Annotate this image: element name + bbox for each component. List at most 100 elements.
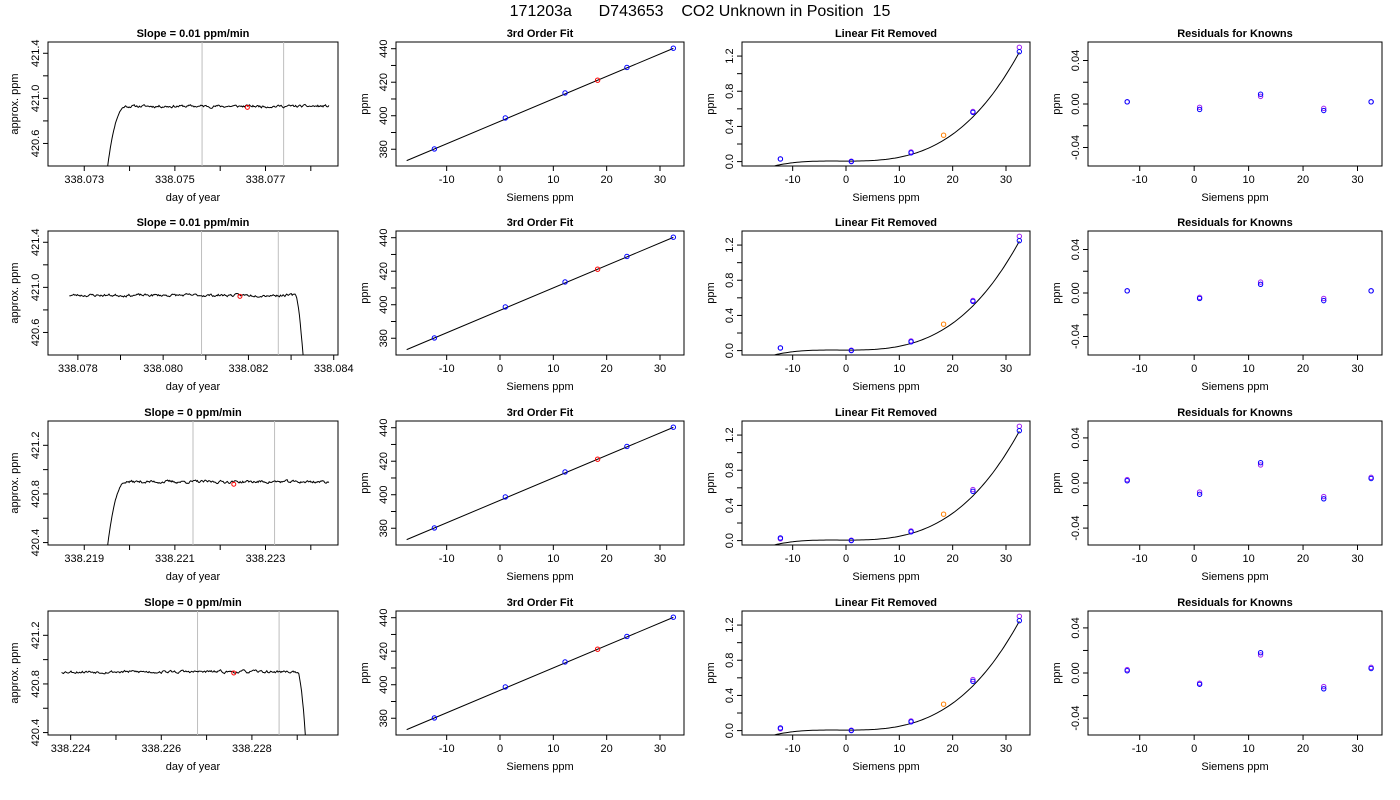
- panel-title: Slope = 0.01 ppm/min: [137, 28, 250, 40]
- y-tick-label: 420.8: [30, 480, 42, 508]
- x-tick-label: 10: [1242, 363, 1254, 375]
- panel-title: Slope = 0 ppm/min: [144, 597, 242, 609]
- x-tick-label: 338.221: [155, 553, 195, 565]
- x-tick-label: -10: [439, 174, 455, 186]
- x-tick-label: 10: [893, 743, 905, 755]
- known-point: [1257, 281, 1264, 287]
- panel-title: 3rd Order Fit: [507, 217, 574, 229]
- x-tick-label: 20: [947, 743, 959, 755]
- known-point: [970, 488, 976, 495]
- known-point: [1016, 427, 1023, 434]
- x-tick-label: -10: [785, 553, 801, 565]
- known-point: [1016, 48, 1023, 55]
- known-point: [670, 424, 677, 430]
- panel-r3-c3: Linear Fit Removed -10 0 10 20 30 0.0 0.4 0.8 1.2…: [705, 407, 1031, 583]
- x-tick-label: 20: [601, 174, 613, 186]
- plot-frame: [1087, 610, 1383, 736]
- x-tick-label: 338.080: [143, 363, 183, 375]
- y-tick-label: 0.8: [724, 653, 736, 668]
- y-axis-label: ppm: [359, 662, 371, 683]
- panel-title: 3rd Order Fit: [507, 28, 574, 40]
- unknown-point: [940, 321, 947, 327]
- x-tick-label: 10: [1242, 174, 1254, 186]
- panel-r1-c3: Linear Fit Removed -10 0 10 20 30 0.0 0.4 0.8 1.2…: [705, 28, 1031, 204]
- known-point-alt: [1196, 489, 1203, 495]
- x-tick-label: 30: [654, 743, 666, 755]
- x-tick-label: 338.082: [229, 363, 269, 375]
- y-tick-label: 0.8: [724, 463, 736, 478]
- x-tick-label: 20: [1297, 174, 1309, 186]
- y-tick-label: 440: [378, 40, 390, 58]
- known-point: [908, 339, 914, 345]
- known-point: [1016, 617, 1023, 624]
- panel-r1-c4: Residuals for Knowns -10 0 10 20 30 -0.04 0.00 0…: [1051, 28, 1383, 204]
- panel-title: Residuals for Knowns: [1177, 597, 1293, 609]
- known-point: [1257, 650, 1264, 656]
- y-tick-label: 421.0: [30, 274, 42, 302]
- plot-area: [1124, 279, 1374, 304]
- y-tick-label: 0.04: [1070, 239, 1082, 260]
- y-tick-label: 421.0: [30, 85, 42, 113]
- y-tick-label: 0.0: [724, 343, 736, 358]
- panel-title: 3rd Order Fit: [507, 597, 574, 609]
- known-point-alt: [1257, 93, 1264, 100]
- panel-r4-c2: 3rd Order Fit -10 0 10 20 30 380 400 420 440 Sieme…: [359, 597, 685, 773]
- y-axis-label: ppm: [1051, 472, 1063, 493]
- x-tick-label: -10: [439, 743, 455, 755]
- plot-area: [772, 423, 1023, 545]
- known-point: [1321, 107, 1327, 114]
- y-tick-label: 420: [378, 642, 390, 660]
- y-tick-label: 420.4: [30, 529, 42, 557]
- x-tick-label: -10: [1132, 743, 1148, 755]
- known-point-alt: [1196, 104, 1203, 110]
- x-tick-label: 0: [1191, 743, 1197, 755]
- y-tick-label: 380: [378, 519, 390, 537]
- y-tick-label: 420: [378, 262, 390, 280]
- y-axis-label: approx. ppm: [9, 73, 21, 134]
- known-point-alt: [970, 676, 976, 683]
- x-tick-label: 10: [893, 174, 905, 186]
- y-tick-label: 421.2: [30, 622, 42, 650]
- y-tick-label: 0.8: [724, 84, 736, 99]
- x-tick-label: 0: [497, 174, 503, 186]
- plot-area: [107, 421, 330, 545]
- y-tick-label: 1.2: [724, 48, 736, 63]
- x-axis-label: day of year: [166, 192, 221, 204]
- fit-line: [406, 616, 674, 731]
- plot-frame: [741, 420, 1031, 546]
- x-tick-label: 20: [947, 553, 959, 565]
- known-point: [562, 469, 568, 475]
- x-tick-label: 0: [1191, 174, 1197, 186]
- y-tick-label: 400: [378, 676, 390, 694]
- known-point: [848, 158, 855, 165]
- x-axis-label: Siemens ppm: [1201, 571, 1268, 583]
- x-axis-label: Siemens ppm: [506, 381, 573, 393]
- plot-frame: [47, 230, 339, 356]
- x-tick-label: 338.078: [58, 363, 98, 375]
- unknown-point: [594, 456, 601, 462]
- x-tick-label: 20: [1297, 743, 1309, 755]
- plot-frame: [47, 610, 339, 736]
- y-tick-label: 420: [378, 73, 390, 91]
- x-tick-label: 20: [1297, 363, 1309, 375]
- known-point: [1321, 686, 1327, 692]
- y-axis-label: ppm: [1051, 282, 1063, 303]
- known-point: [1016, 237, 1023, 244]
- known-point: [1124, 288, 1130, 294]
- residual-curve: [772, 240, 1020, 355]
- known-point-alt: [970, 486, 976, 493]
- y-axis-label: ppm: [359, 472, 371, 493]
- known-point: [1196, 681, 1203, 687]
- y-tick-label: 421.4: [30, 40, 42, 68]
- x-tick-label: 30: [1000, 363, 1012, 375]
- panel-r2-c1: Slope = 0.01 ppm/min 338.078 338.080 338.08…: [9, 217, 354, 393]
- y-tick-label: 420.4: [30, 719, 42, 747]
- x-tick-label: 20: [947, 363, 959, 375]
- y-tick-label: -0.04: [1070, 706, 1082, 731]
- x-tick-label: 338.219: [64, 553, 104, 565]
- concentration-trace: [61, 669, 306, 735]
- known-point: [1257, 91, 1264, 97]
- unknown-point: [940, 132, 947, 138]
- known-point: [624, 633, 630, 640]
